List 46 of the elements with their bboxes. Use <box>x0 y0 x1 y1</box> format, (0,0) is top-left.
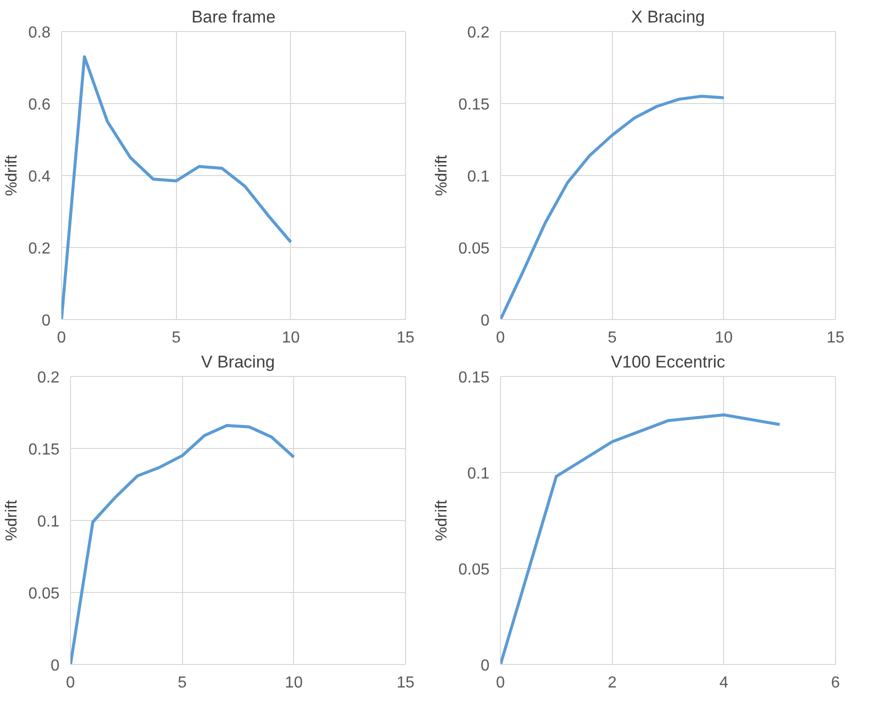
x-tick-label: 5 <box>608 330 617 346</box>
y-tick-label: 0.1 <box>37 514 60 530</box>
x-tick-label: 10 <box>714 330 733 346</box>
line-series <box>500 94 726 320</box>
line-series <box>62 55 292 320</box>
x-tick-label: 0 <box>496 674 506 692</box>
y-axis-title: %drift <box>433 499 450 541</box>
x-tick-label: 0 <box>496 330 506 346</box>
y-tick-label: 0.8 <box>28 24 51 42</box>
x-tick-label: 2 <box>608 674 617 692</box>
y-tick-label: 0.1 <box>467 466 490 482</box>
y-tick-label: 0 <box>480 312 490 330</box>
y-tick-label: 0.1 <box>467 168 490 186</box>
x-tick-label: 15 <box>826 330 844 346</box>
chart-title: V Bracing <box>201 352 275 372</box>
x-tick-label: 6 <box>831 674 840 692</box>
x-tick-label: 15 <box>396 330 414 346</box>
y-tick-label: 0.05 <box>458 562 490 578</box>
y-tick-label: 0.2 <box>467 24 490 42</box>
y-axis-title: %drift <box>3 499 20 541</box>
y-tick-label: 0.05 <box>28 586 60 602</box>
y-tick-label: 0.2 <box>28 240 51 258</box>
y-tick-label: 0.4 <box>28 168 51 186</box>
chart-title: Bare frame <box>191 8 276 26</box>
x-tick-label: 15 <box>396 674 414 692</box>
y-tick-label: 0 <box>480 658 490 674</box>
x-tick-label: 10 <box>282 330 300 346</box>
y-tick-label: 0.05 <box>458 240 490 258</box>
y-tick-label: 0.2 <box>37 370 60 386</box>
x-tick-label: 5 <box>172 330 181 346</box>
line-series <box>70 424 296 664</box>
y-tick-label: 0.15 <box>458 370 490 386</box>
y-tick-label: 0.15 <box>28 442 60 458</box>
x-tick-label: 4 <box>719 674 728 692</box>
x-tick-label: 10 <box>284 674 303 692</box>
y-axis-title: %drift <box>3 154 20 196</box>
y-tick-label: 0.6 <box>28 96 51 114</box>
x-tick-label: 0 <box>66 674 76 692</box>
x-tick-label: 5 <box>178 674 187 692</box>
chart-title: V100 Eccentric <box>610 352 726 372</box>
y-axis-title: %drift <box>433 154 450 196</box>
y-tick-label: 0 <box>50 658 60 674</box>
y-tick-label: 0.15 <box>458 96 490 114</box>
y-tick-label: 0 <box>42 312 51 330</box>
chart-title: X Bracing <box>631 8 705 26</box>
line-series <box>500 413 782 664</box>
